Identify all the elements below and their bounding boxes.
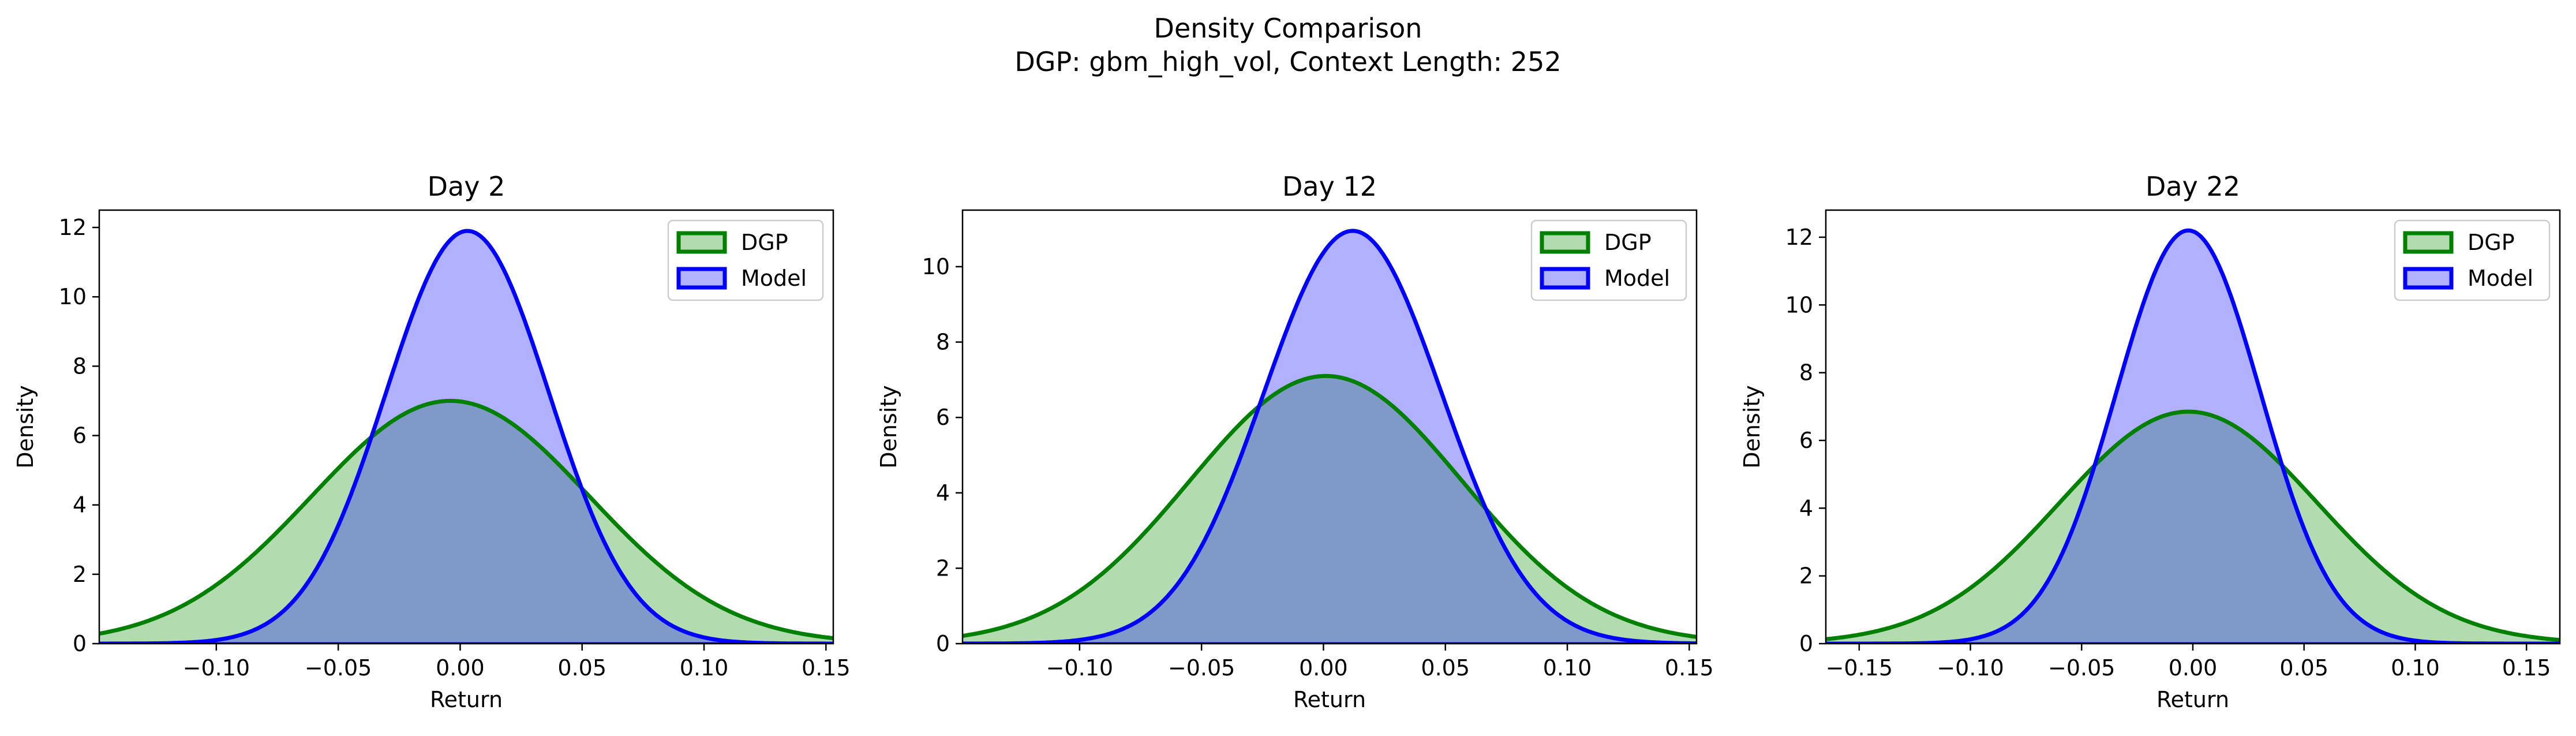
x-tick-label: 0.10	[2391, 655, 2440, 681]
subplot-1: −0.10 −0.05 0.00 0.05 0.10 0.15 0 2 4 6 8 10 12 Day 2…	[13, 171, 851, 712]
x-tick-label: 0.15	[802, 655, 851, 681]
axes-frame	[961, 209, 1698, 645]
axes-frame	[98, 209, 834, 645]
figure-title: Density Comparison DGP: gbm_high_vol, Co…	[0, 12, 2576, 79]
y-tick-label: 6	[73, 423, 87, 449]
y-tick-label: 0	[73, 631, 87, 656]
x-tick-label: −0.05	[2048, 655, 2115, 681]
x-tick-label: −0.10	[183, 655, 250, 681]
density-line-dgp	[963, 373, 1697, 639]
density-line-dgp	[1826, 409, 2560, 642]
y-tick-label: 10	[1785, 292, 1813, 317]
y-tick-label: 8	[73, 353, 87, 379]
plot-area	[963, 229, 1697, 644]
subplot-2: −0.10 −0.05 0.00 0.05 0.10 0.15 0 2 4 6 8 10 Day 12 R…	[876, 171, 1714, 712]
density-line-model	[99, 229, 833, 644]
legend-swatch-dgp	[2403, 231, 2454, 254]
y-axis-label: Density	[13, 385, 38, 468]
plot-area	[99, 229, 833, 644]
x-tick-label: 0.05	[2279, 655, 2328, 681]
subplot-3: −0.15 −0.10 −0.05 0.00 0.05 0.10 0.15 0 2 4 6 8 10 12…	[1739, 171, 2561, 712]
y-axis-label: Density	[876, 385, 901, 468]
y-tick-label: 12	[59, 215, 87, 240]
x-tick-label: 0.00	[1299, 655, 1348, 681]
x-tick-label: 0.00	[2169, 655, 2218, 681]
plot-area	[1826, 228, 2560, 644]
y-tick-label: 4	[1799, 495, 1813, 521]
subplot-title: Day 22	[2146, 171, 2240, 202]
legend-label-dgp: DGP	[741, 230, 788, 255]
legend-label-dgp: DGP	[1604, 230, 1652, 255]
subplot-title: Day 12	[1282, 171, 1377, 202]
y-axis-label: Density	[1739, 385, 1765, 468]
x-tick-label: −0.10	[1937, 655, 2004, 681]
legend-label-model: Model	[741, 266, 807, 291]
legend-label-model: Model	[2468, 266, 2533, 291]
legend-label-model: Model	[1604, 266, 1670, 291]
legend-swatch-dgp	[1540, 231, 1590, 254]
x-axis-label: Return	[1293, 687, 1366, 712]
y-tick-label: 12	[1785, 225, 1813, 250]
legend-swatch-model	[1540, 267, 1590, 290]
y-tick-label: 4	[936, 480, 950, 506]
legend-swatch-dgp	[676, 231, 727, 254]
x-axis-label: Return	[430, 687, 503, 712]
legend: DGP Model	[2394, 219, 2551, 301]
legend-swatch-model	[2403, 267, 2454, 290]
y-tick-label: 4	[73, 492, 87, 518]
x-tick-label: 0.15	[2502, 655, 2551, 681]
y-tick-label: 10	[59, 284, 87, 309]
x-tick-label: 0.05	[1421, 655, 1470, 681]
y-tick-label: 6	[936, 405, 950, 430]
figure-title-line-2: DGP: gbm_high_vol, Context Length: 252	[1014, 46, 1562, 77]
y-tick-label: 0	[936, 631, 950, 656]
y-tick-label: 8	[1799, 360, 1813, 386]
x-tick-label: 0.00	[436, 655, 485, 681]
subplot-title: Day 2	[428, 171, 506, 202]
figure-title-line-1: Density Comparison	[1154, 13, 1422, 44]
x-tick-label: 0.15	[1665, 655, 1714, 681]
y-tick-label: 8	[936, 330, 950, 355]
legend: DGP Model	[667, 219, 824, 301]
x-tick-label: −0.05	[305, 655, 372, 681]
y-tick-label: 2	[1799, 563, 1813, 589]
y-tick-label: 10	[922, 254, 950, 279]
x-tick-label: −0.05	[1168, 655, 1235, 681]
y-tick-label: 0	[1799, 631, 1813, 656]
x-tick-label: −0.10	[1046, 655, 1113, 681]
y-tick-label: 6	[1799, 428, 1813, 453]
y-tick-label: 2	[73, 562, 87, 587]
density-overlap-fill	[1826, 412, 2560, 644]
x-tick-label: 0.05	[557, 655, 606, 681]
x-axis-label: Return	[2156, 687, 2229, 712]
density-overlap-fill	[963, 376, 1697, 644]
density-overlap-fill	[99, 401, 833, 644]
x-tick-label: −0.15	[1826, 655, 1893, 681]
legend-swatch-model	[676, 267, 727, 290]
density-line-model	[963, 229, 1697, 644]
x-tick-label: 0.10	[1543, 655, 1592, 681]
x-tick-label: 0.10	[680, 655, 729, 681]
legend-label-dgp: DGP	[2468, 230, 2515, 255]
legend: DGP Model	[1530, 219, 1687, 301]
density-line-dgp	[99, 398, 833, 640]
y-tick-label: 2	[936, 555, 950, 581]
